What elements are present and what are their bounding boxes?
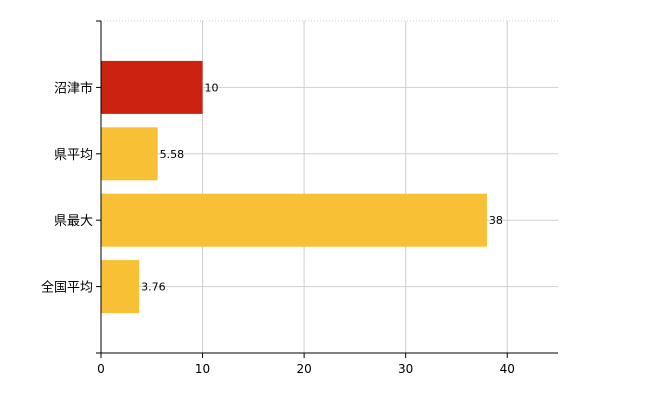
bar-3 [101, 193, 487, 247]
category-label-4: 全国平均 [41, 280, 93, 296]
bar-1 [101, 60, 203, 114]
bar-4 [101, 260, 140, 314]
x-tick-label-20: 20 [296, 362, 311, 376]
category-label-1: 沼津市 [54, 80, 93, 96]
bars [101, 60, 487, 314]
labels: 10 沼津市 5.58 県平均 38 県最大 3.76 全国平均 0 10 20 30 40 [41, 80, 515, 376]
category-label-2: 県平均 [54, 148, 93, 163]
category-label-3: 県最大 [54, 214, 93, 229]
bar-2 [101, 127, 158, 181]
data-label-3: 38 [489, 214, 503, 227]
x-tick-label-40: 40 [500, 362, 515, 376]
x-tick-label-10: 10 [195, 362, 210, 376]
data-label-1: 10 [205, 81, 219, 94]
x-tick-label-0: 0 [97, 362, 105, 376]
data-label-2: 5.58 [160, 148, 185, 161]
data-label-4: 3.76 [141, 281, 166, 294]
axes [96, 20, 558, 358]
x-tick-label-30: 30 [398, 362, 413, 376]
